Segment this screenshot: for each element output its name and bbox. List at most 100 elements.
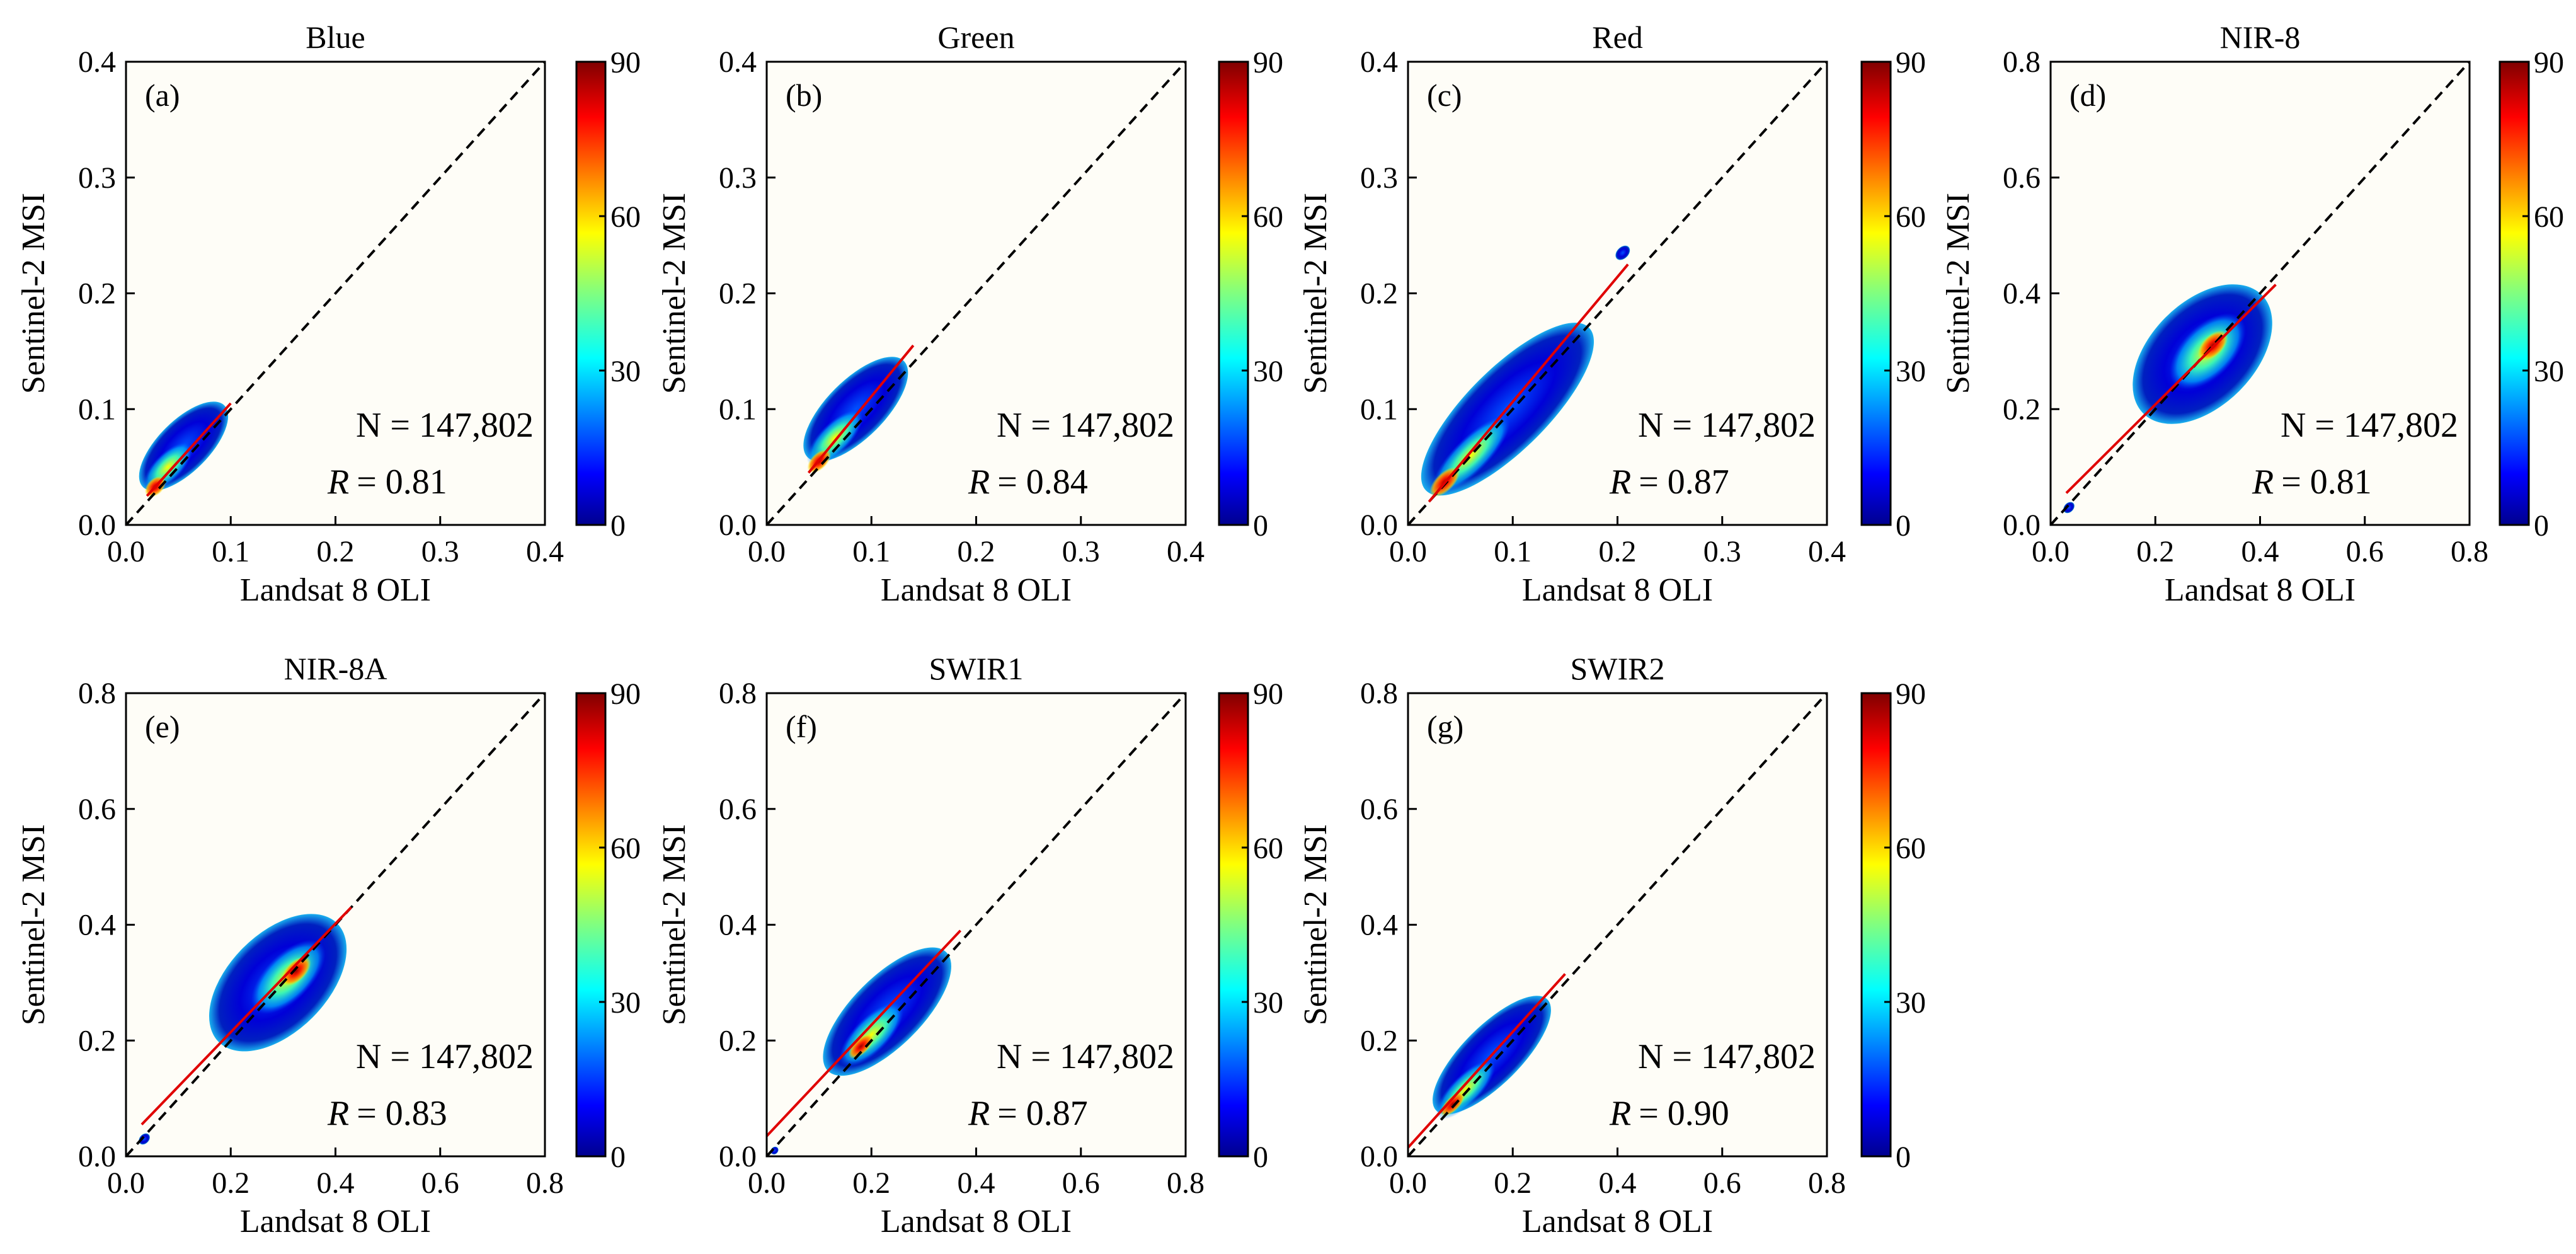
colorbar-tick-label: 90 <box>1896 46 1926 79</box>
colorbar-tick-label: 60 <box>1896 200 1926 234</box>
colorbar-tick-label: 60 <box>610 832 641 865</box>
y-tick-label: 0.4 <box>719 909 757 942</box>
x-tick-label: 0.8 <box>526 1166 564 1200</box>
regression-line <box>1428 263 1629 503</box>
x-tick-label: 0.0 <box>748 535 786 568</box>
x-tick-label: 0.4 <box>526 535 564 568</box>
regression-line <box>2065 284 2277 494</box>
colorbar-tick-label: 0 <box>2534 509 2549 543</box>
r-symbol: R <box>1609 463 1631 502</box>
y-tick-label: 0.2 <box>719 1024 757 1057</box>
regression-line <box>807 344 915 474</box>
colorbar-tick-label: 60 <box>610 200 641 234</box>
r-symbol: R <box>2252 463 2274 502</box>
r-symbol: R <box>327 1094 349 1133</box>
r-annotation: R = 0.81 <box>327 463 447 502</box>
y-tick-label: 0.8 <box>719 677 757 710</box>
y-tick-label: 0.1 <box>719 393 757 426</box>
y-tick-label: 0.0 <box>78 1140 116 1173</box>
one-to-one-line <box>125 60 546 526</box>
x-tick-label: 0.6 <box>2346 535 2384 568</box>
density-blob <box>281 956 311 986</box>
x-axis-label: Landsat 8 OLI <box>1522 1204 1713 1240</box>
y-axis-label: Sentinel-2 MSI <box>1298 824 1334 1025</box>
colorbar-tick-label: 30 <box>1896 355 1926 388</box>
x-tick-label: 0.2 <box>1599 535 1637 568</box>
r-value: = 0.83 <box>357 1094 447 1133</box>
r-annotation: R = 0.83 <box>327 1094 447 1133</box>
r-annotation: R = 0.90 <box>1609 1094 1729 1133</box>
one-to-one-line <box>2049 60 2471 526</box>
y-tick-label: 0.4 <box>1360 45 1398 79</box>
colorbar-tick-label: 90 <box>1253 677 1283 711</box>
x-tick-label: 0.6 <box>421 1166 459 1200</box>
colorbar-tick-label: 60 <box>1253 200 1283 234</box>
x-tick-label: 0.8 <box>2451 535 2488 568</box>
r-symbol: R <box>327 463 349 502</box>
x-tick-label: 0.4 <box>1808 535 1846 568</box>
y-axis-label: Sentinel-2 MSI <box>16 193 52 394</box>
y-tick-label: 0.1 <box>78 393 116 426</box>
density-blob <box>849 1033 874 1059</box>
x-tick-label: 0.6 <box>1062 1166 1100 1200</box>
panel-title: SWIR2 <box>1571 651 1665 686</box>
x-tick-label: 0.4 <box>1599 1166 1637 1200</box>
one-to-one-line <box>1407 692 1828 1158</box>
y-tick-label: 0.0 <box>719 509 757 542</box>
x-axis-label: Landsat 8 OLI <box>240 572 431 608</box>
colorbar-tick-label: 0 <box>610 509 626 543</box>
r-value: = 0.87 <box>997 1094 1088 1133</box>
x-tick-label: 0.0 <box>748 1166 786 1200</box>
panel-title: Green <box>937 20 1014 55</box>
panel-e-nir-8a: NIR-8A (e) Landsat 8 OLI Sentinel-2 MSI … <box>16 651 641 1240</box>
panel-c-red: Red (c) Landsat 8 OLI Sentinel-2 MSI N =… <box>1298 20 1926 608</box>
x-tick-label: 0.2 <box>317 535 355 568</box>
y-tick-label: 0.6 <box>1360 793 1398 826</box>
y-tick-label: 0.3 <box>78 161 116 195</box>
n-annotation: N = 147,802 <box>997 1037 1174 1076</box>
y-tick-label: 0.6 <box>719 793 757 826</box>
y-axis-label: Sentinel-2 MSI <box>656 824 692 1025</box>
x-tick-label: 0.2 <box>2136 535 2174 568</box>
y-tick-label: 0.3 <box>719 161 757 195</box>
x-tick-label: 0.2 <box>958 535 995 568</box>
x-tick-label: 0.2 <box>212 1166 249 1200</box>
colorbar <box>1860 692 1892 1158</box>
x-tick-label: 0.8 <box>1167 1166 1205 1200</box>
x-tick-label: 0.1 <box>852 535 890 568</box>
y-tick-label: 0.0 <box>78 509 116 542</box>
one-to-one-line <box>765 692 1187 1158</box>
x-tick-label: 0.4 <box>1167 535 1205 568</box>
y-tick-label: 0.2 <box>78 277 116 311</box>
regression-line <box>765 929 962 1137</box>
x-tick-label: 0.0 <box>1389 1166 1427 1200</box>
panel-title: NIR-8A <box>284 651 387 686</box>
panel-b-green: Green (b) Landsat 8 OLI Sentinel-2 MSI N… <box>656 20 1283 608</box>
x-axis-label: Landsat 8 OLI <box>1522 572 1713 608</box>
x-tick-label: 0.1 <box>1494 535 1531 568</box>
panel-label: (b) <box>786 78 822 113</box>
regression-line <box>140 906 352 1125</box>
one-to-one-line <box>1407 60 1828 526</box>
r-annotation: R = 0.87 <box>968 1094 1088 1133</box>
panel-label: (d) <box>2069 78 2106 113</box>
panel-title: Blue <box>306 20 365 55</box>
panel-f-swir1: SWIR1 (f) Landsat 8 OLI Sentinel-2 MSI N… <box>656 651 1283 1240</box>
colorbar-tick-label: 0 <box>1253 509 1268 543</box>
x-tick-label: 0.6 <box>1703 1166 1741 1200</box>
y-tick-label: 0.2 <box>1360 277 1398 311</box>
density-blob <box>2063 502 2075 514</box>
r-annotation: R = 0.87 <box>1609 463 1729 502</box>
x-tick-label: 0.0 <box>1389 535 1427 568</box>
r-value: = 0.81 <box>2281 463 2372 502</box>
r-symbol: R <box>968 463 990 502</box>
colorbar-tick-label: 90 <box>1253 46 1283 79</box>
y-tick-label: 0.0 <box>719 1140 757 1173</box>
panel-label: (f) <box>786 709 817 744</box>
colorbar-tick-label: 30 <box>1253 355 1283 388</box>
n-annotation: N = 147,802 <box>356 1037 534 1076</box>
x-tick-label: 0.0 <box>2032 535 2069 568</box>
x-tick-label: 0.2 <box>852 1166 890 1200</box>
x-axis-label: Landsat 8 OLI <box>881 572 1072 608</box>
